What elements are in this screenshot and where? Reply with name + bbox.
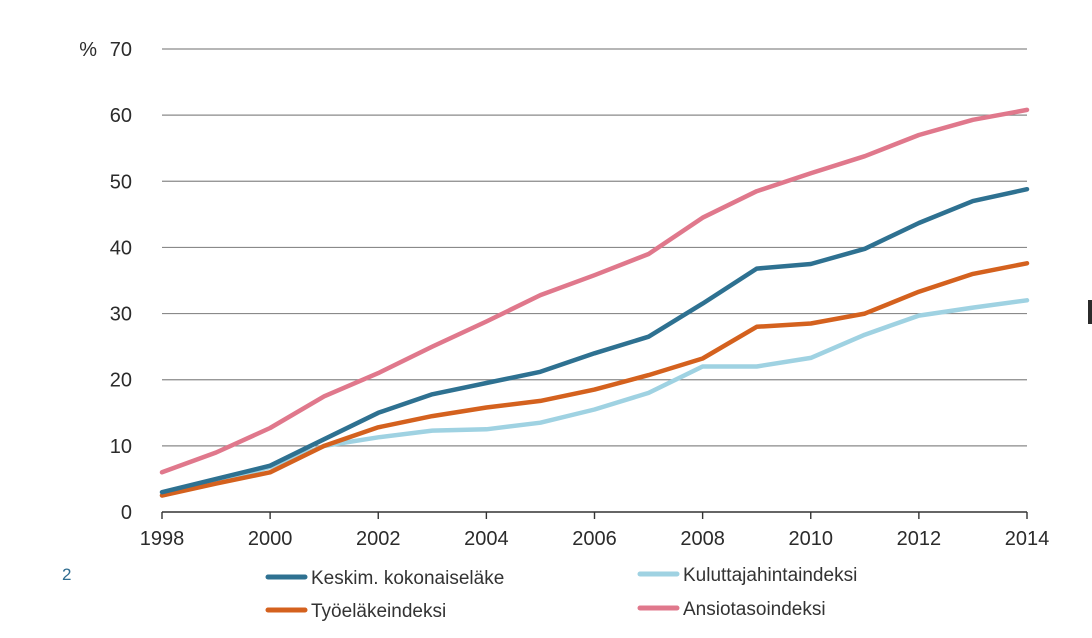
y-tick-label: 0 (121, 502, 132, 524)
y-tick-label: 50 (110, 171, 132, 193)
y-tick-label: 40 (110, 237, 132, 259)
y-tick-label: 30 (110, 304, 132, 326)
y-tick-label: 70 (110, 39, 132, 61)
x-tick-label: 2004 (464, 528, 509, 550)
series-line-keskim-kokonaisel-ke (159, 186, 1030, 495)
y-tick-label: 10 (110, 436, 132, 458)
series-line-ty-el-keindeksi (159, 261, 1030, 498)
y-tick-label: 60 (110, 105, 132, 127)
x-tick-label: 2006 (572, 528, 617, 550)
series-line-kuluttajahintaindeksi (159, 298, 1030, 498)
series-lines (159, 107, 1030, 498)
x-tick-label: 1998 (140, 528, 185, 550)
x-tick-label: 2008 (680, 528, 725, 550)
legend-label: Työeläkeindeksi (311, 601, 446, 622)
y-axis-ticks: 0 10 20 30 40 50 60 70% (79, 39, 132, 524)
page-number: 2 (62, 565, 72, 584)
x-tick-label: 2002 (356, 528, 401, 550)
x-tick-label: 2014 (1005, 528, 1050, 550)
x-tick-label: 2000 (248, 528, 293, 550)
legend-label: Ansiotasoindeksi (683, 599, 826, 620)
y-unit-label: % (79, 39, 97, 61)
y-tick-label: 20 (110, 370, 132, 392)
grid-lines (162, 48, 1027, 513)
legend-label: Kuluttajahintaindeksi (683, 565, 857, 586)
x-tick-label: 2012 (897, 528, 942, 550)
x-tick-label: 2010 (789, 528, 834, 550)
x-axis-ticks: 1998 2000 2002 2004 2006 2008 2010 2012 2014 (140, 512, 1050, 550)
legend-label: Keskim. kokonaiseläke (311, 568, 504, 589)
legend: Keskim. kokonaiseläke Kuluttajahintaindek… (265, 565, 857, 622)
edge-marker (1088, 300, 1092, 324)
series-line-ansiotasoindeksi (159, 107, 1030, 475)
